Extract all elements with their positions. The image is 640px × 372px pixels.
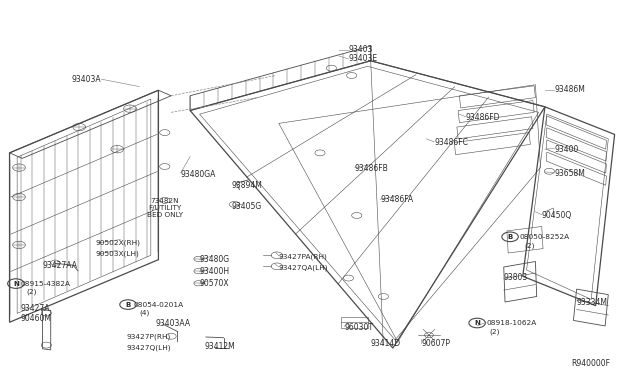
Text: 96030T: 96030T [344,323,373,331]
Text: 93414D: 93414D [371,339,401,348]
Text: 93427PA(RH): 93427PA(RH) [279,253,328,260]
Text: 90607P: 90607P [421,339,451,348]
Text: 93486FD: 93486FD [466,113,500,122]
Text: 93480GA: 93480GA [180,170,216,179]
Text: B: B [508,234,513,240]
Text: 93486FA: 93486FA [380,196,413,205]
Text: 93480G: 93480G [200,255,230,264]
Text: 93427P(RH): 93427P(RH) [127,334,171,340]
Text: 08915-4382A: 08915-4382A [21,280,71,286]
Text: B: B [125,302,131,308]
Text: 93658M: 93658M [554,169,586,177]
Text: 90460M: 90460M [21,314,52,323]
Text: 93486M: 93486M [554,85,586,94]
Text: (2): (2) [490,328,500,335]
Text: 93427AA: 93427AA [42,261,77,270]
Text: 93403A: 93403A [72,75,101,84]
Text: 93403AA: 93403AA [156,319,190,328]
Text: 73482N
F/UTILITY
BED ONLY: 73482N F/UTILITY BED ONLY [147,198,183,218]
Text: 93400H: 93400H [200,267,230,276]
Text: 90503X(LH): 90503X(LH) [95,251,139,257]
Text: 93427Q(LH): 93427Q(LH) [127,344,172,350]
Text: 93405G: 93405G [231,202,262,211]
Text: 93403: 93403 [349,45,373,54]
Text: 93894M: 93894M [231,182,262,190]
Text: N: N [13,280,19,286]
Text: 93803: 93803 [504,273,528,282]
Text: 90502X(RH): 90502X(RH) [95,240,140,246]
Text: 93486FB: 93486FB [355,164,388,173]
Text: R940000F: R940000F [571,359,610,368]
Text: 93412M: 93412M [205,342,236,351]
Text: (4): (4) [140,310,150,316]
Text: 93334M: 93334M [577,298,607,307]
Text: 93400: 93400 [554,145,579,154]
Text: 90570X: 90570X [200,279,229,288]
Text: 93427A: 93427A [21,304,51,313]
Text: 90450Q: 90450Q [541,211,572,220]
Text: 08050-8252A: 08050-8252A [520,234,570,240]
Text: 08918-1062A: 08918-1062A [486,320,536,326]
Text: 93486FC: 93486FC [434,138,468,147]
Text: N: N [474,320,480,326]
Text: 08054-0201A: 08054-0201A [133,302,183,308]
Text: 93427QA(LH): 93427QA(LH) [279,264,328,271]
Text: (2): (2) [524,243,534,249]
Text: (2): (2) [26,289,36,295]
Text: 93403E: 93403E [349,54,378,64]
